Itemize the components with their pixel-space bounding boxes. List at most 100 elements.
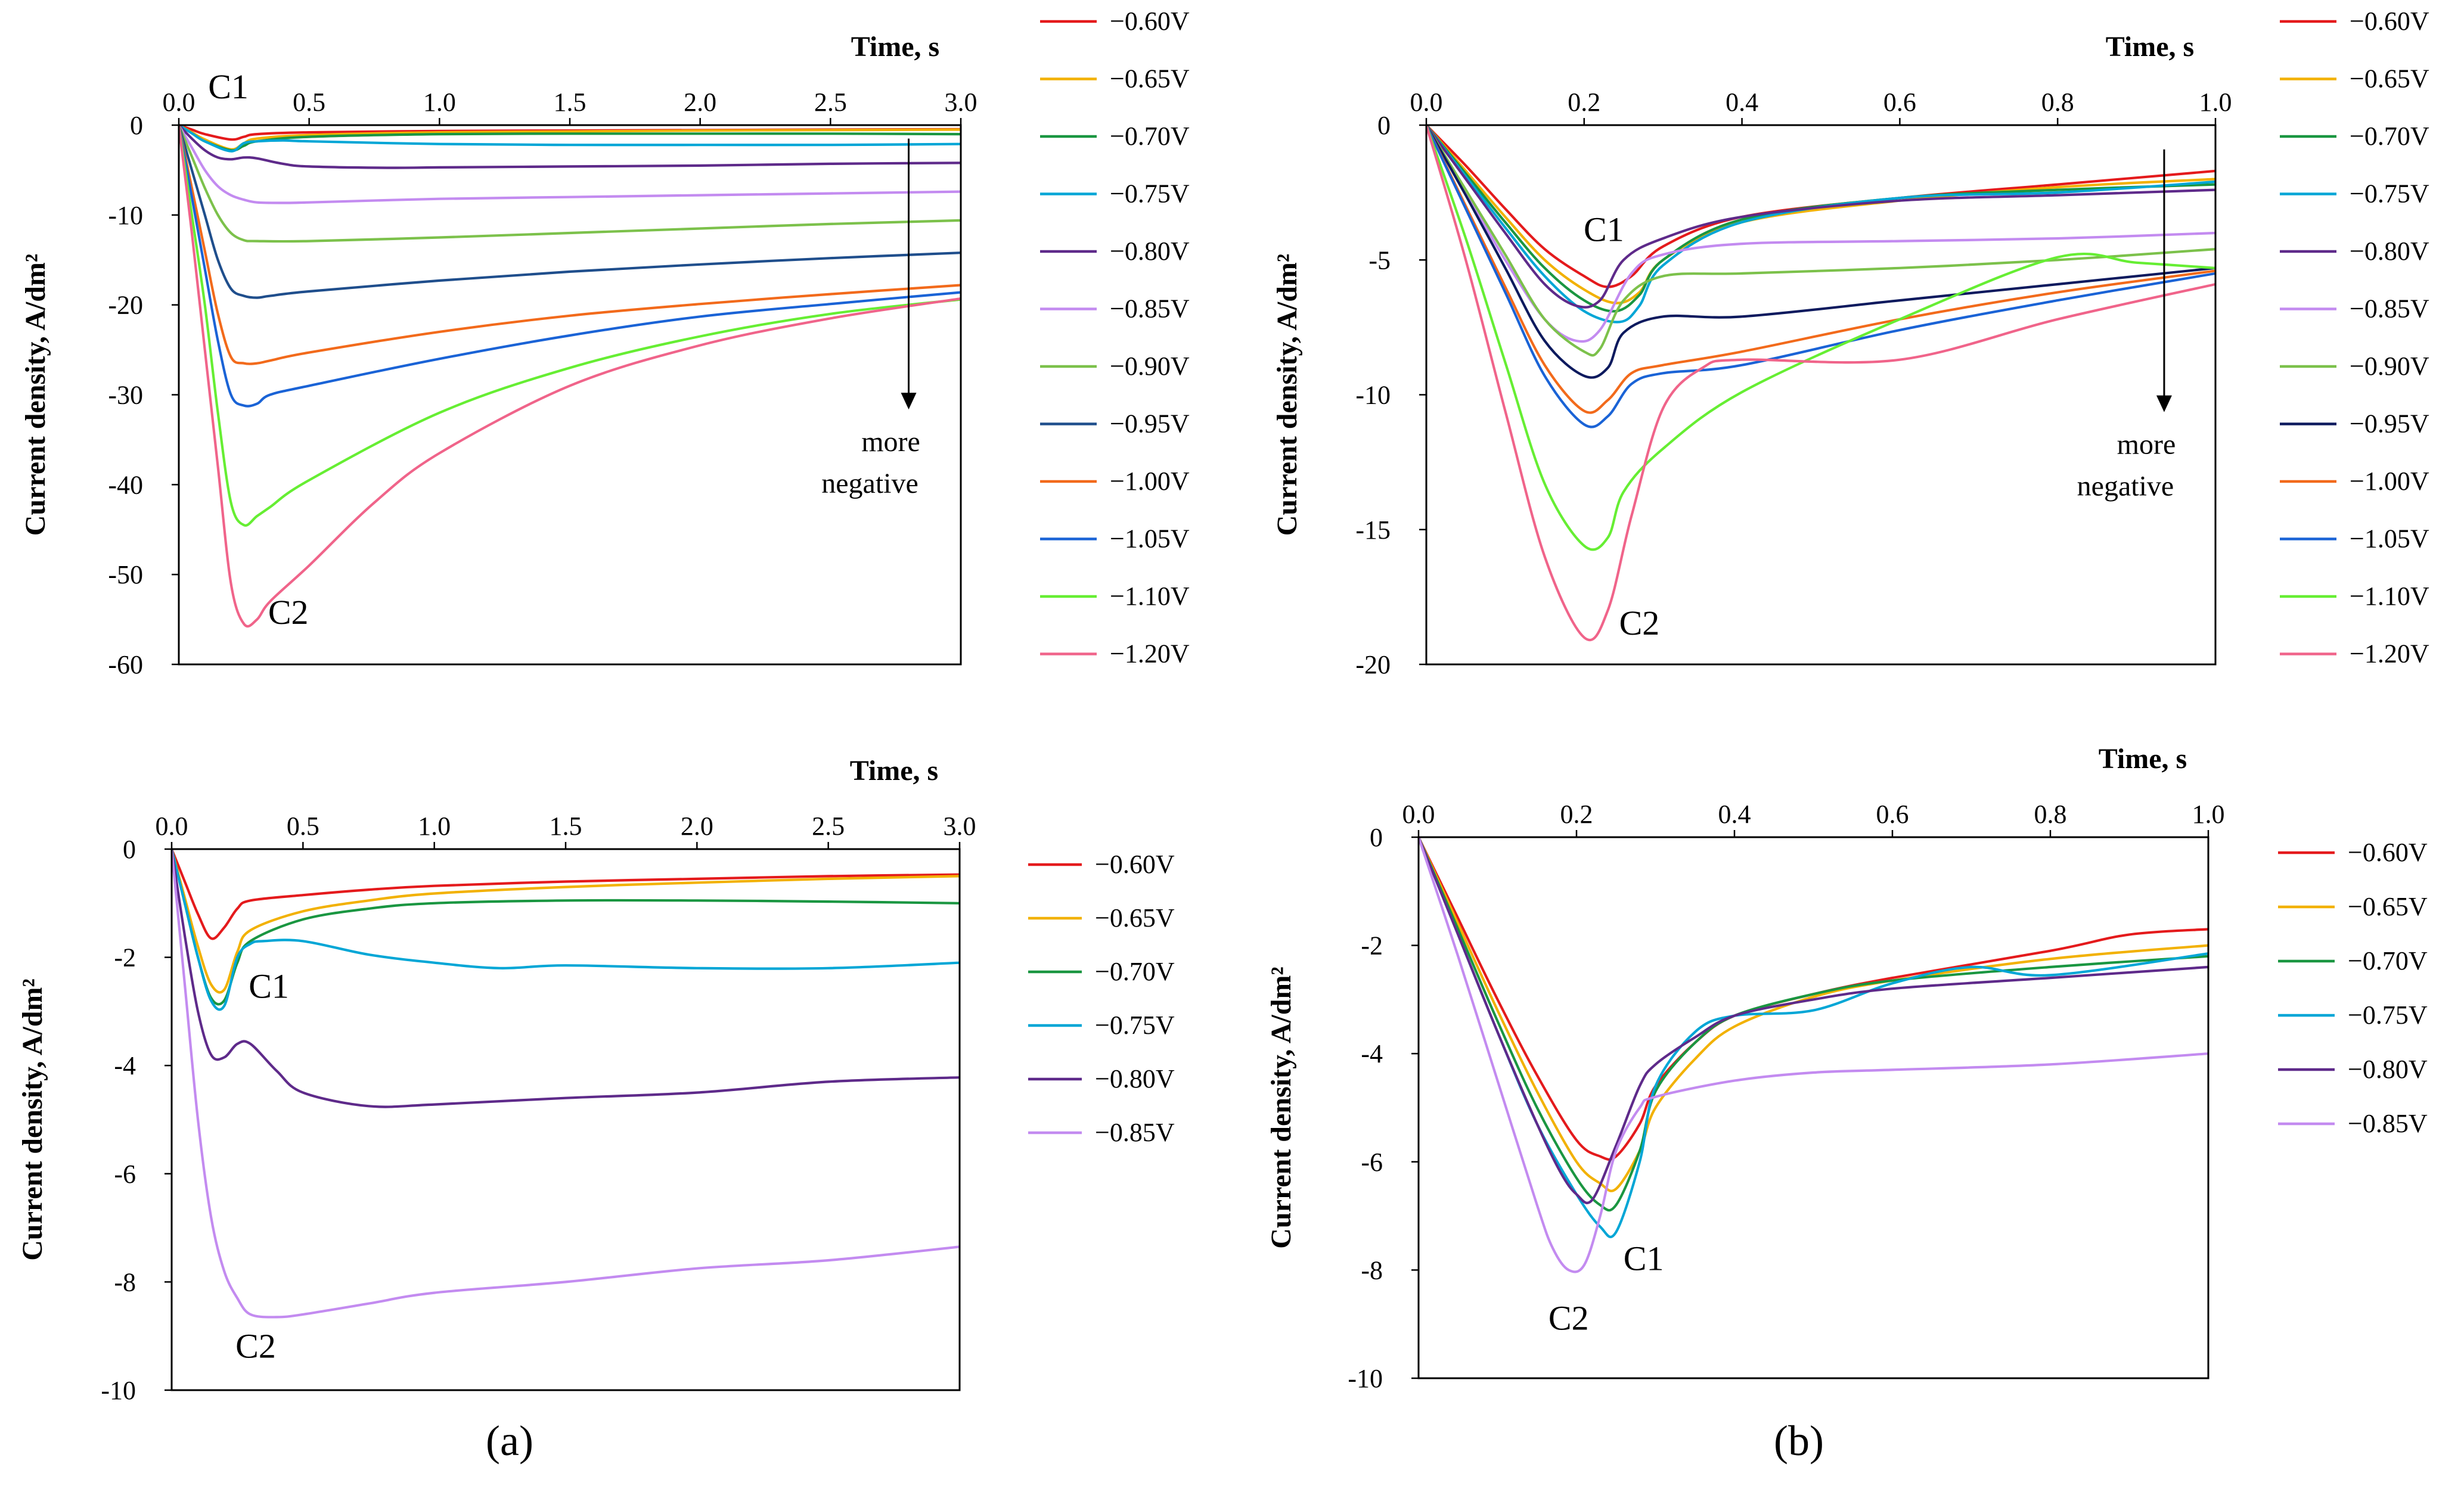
series-line-085v [172,847,960,1319]
y-tick-label: -10 [1348,1364,1383,1393]
arrow-down-icon [901,393,917,410]
legend-label: −1.20V [1110,639,1190,669]
series-line-080v [1419,835,2208,1204]
x-tick-label: 0.2 [1560,800,1593,829]
y-tick-label: -2 [114,943,136,972]
x-tick-label: 2.5 [814,88,847,117]
x-tick-label: 0.8 [2034,800,2067,829]
note-line-1: more [2117,429,2176,461]
legend-label: −0.70V [2350,122,2429,151]
legend-label: −0.75V [1095,1011,1175,1040]
chart-a-top: 0.0 0.5 1.0 1.5 2.0 2.5 3.0 0 -10 -20 -30 -40 -50 -60… [20,7,1190,679]
legend: −0.60V −0.65V −0.70V −0.75V −0.80V −0.85V −0.9… [1040,7,1190,669]
y-tick-label: -20 [108,291,143,320]
y-tick-label: -40 [108,470,143,499]
y-axis-title: Current density, A/dm² [17,978,48,1261]
x-tick-label: 0.4 [1718,800,1751,829]
y-tick-label: -30 [108,381,143,410]
legend-label: −0.80V [1110,237,1190,266]
y-tick-label: -5 [1368,245,1391,275]
x-tick-label: 0.6 [1876,800,1909,829]
y-tick-label: -50 [108,560,143,589]
series-line-070v [172,847,960,1006]
y-tick-label: -2 [1361,931,1383,961]
legend-label: −0.65V [2348,892,2428,921]
legend-label: −1.00V [1110,467,1190,496]
legend-label: −0.85V [1110,294,1190,324]
legend-label: −1.10V [2350,582,2429,611]
y-tick-label: -10 [101,1376,136,1405]
series-line-075v [1419,835,2208,1238]
series-line-080v [179,123,961,169]
panel-label-b: (b) [1774,1417,1824,1465]
y-axis-title: Current density, A/dm² [1271,254,1303,536]
legend-label: −0.80V [1095,1064,1175,1093]
series-line-065v [1419,835,2208,1192]
chart-a-bottom: 0.0 0.5 1.0 1.5 2.0 2.5 3.0 0 -2 -4 -6 -8 -10 Time, s… [17,755,1175,1405]
series-line-085v [179,123,961,204]
x-tick-label: 3.0 [945,88,977,117]
x-tick-label: 3.0 [944,812,976,841]
legend-label: −0.65V [1095,903,1175,933]
series-lines [179,123,961,628]
legend-label: −0.90V [2350,352,2429,381]
legend-label: −0.85V [2350,294,2429,324]
note-line-1: more [861,426,920,458]
x-axis-title: Time, s [2106,31,2194,63]
legend-label: −0.75V [2348,1000,2428,1030]
peak-label-c2: C2 [1548,1298,1589,1337]
legend-label: −0.80V [2348,1055,2428,1084]
x-axis-title: Time, s [2099,743,2187,775]
legend-label: −0.85V [1095,1118,1175,1147]
x-tick-label: 0.0 [1410,88,1443,117]
series-line-075v [179,123,961,153]
y-tick-label: -10 [1355,381,1391,410]
x-tick-label: 0.2 [1568,88,1600,117]
note-line-2: negative [2077,471,2174,502]
x-tick-label: 0.4 [1726,88,1758,117]
series-line-100v [1426,123,2215,414]
chart-b-top: 0.0 0.2 0.4 0.6 0.8 1.0 0 -5 -10 -15 -20 Time, s Cur… [1271,7,2429,679]
x-tick-label: 2.5 [812,812,845,841]
x-tick-label: 1.5 [550,812,582,841]
x-tick-label: 0.0 [163,88,195,117]
x-tick-label: 1.0 [2199,88,2232,117]
peak-label-c2: C2 [235,1327,276,1366]
x-tick-label: 0.8 [2041,88,2074,117]
series-line-075v [172,847,960,1011]
y-tick-label: -4 [1361,1039,1383,1068]
series-line-070v [1419,835,2208,1212]
peak-label-c2: C2 [268,593,309,632]
x-axis-title: Time, s [851,31,939,63]
series-line-080v [172,847,960,1108]
note-line-2: negative [821,468,918,499]
chart-b-bottom: 0.0 0.2 0.4 0.6 0.8 1.0 0 -2 -4 -6 -8 -10 Time, s Cur… [1265,743,2428,1393]
legend-label: −0.60V [1095,850,1175,879]
panel-label-a: (a) [486,1417,533,1465]
arrow-down-icon [2156,395,2172,412]
series-line-120v [179,123,961,628]
x-tick-label: 1.0 [2192,800,2225,829]
series-line-070v [1426,123,2215,313]
peak-label-c1: C1 [1584,210,1624,249]
y-tick-label: 0 [1370,823,1383,852]
series-lines [172,847,960,1319]
legend-label: −0.70V [1110,122,1190,151]
plot-frame [170,848,961,1391]
y-tick-label: -6 [114,1160,136,1189]
series-line-085v [1419,835,2208,1273]
plot-frame [178,124,962,666]
y-tick-label: -4 [114,1051,136,1080]
y-tick-label: 0 [123,835,136,864]
x-tick-label: 0.0 [1402,800,1435,829]
series-line-060v [1426,123,2215,288]
x-tick-label: 2.0 [681,812,713,841]
legend-label: −0.60V [2350,7,2429,36]
x-tick-label: 1.5 [554,88,586,117]
series-line-110v [179,123,961,527]
legend-label: −1.20V [2350,639,2429,669]
legend-label: −0.70V [2348,946,2428,975]
y-axis-title: Current density, A/dm² [1265,966,1297,1249]
y-tick-label: -6 [1361,1148,1383,1177]
